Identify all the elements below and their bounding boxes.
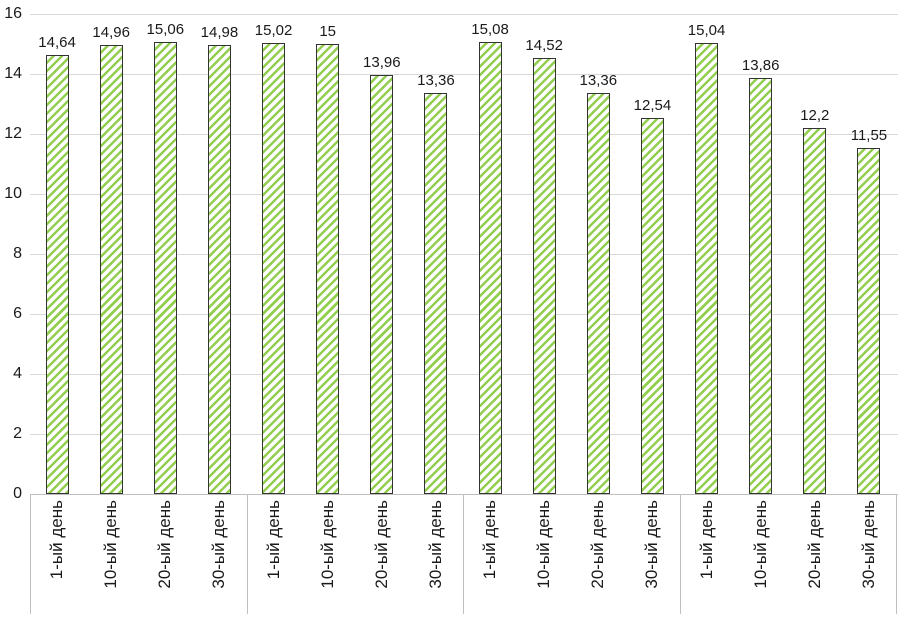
bar-value-label: 14,96 <box>92 24 130 42</box>
y-tick-label: 4 <box>13 365 22 382</box>
y-tick-label: 16 <box>4 5 22 22</box>
bar <box>857 147 881 494</box>
bar <box>749 78 773 494</box>
x-tick-label: 10-ый день <box>734 500 788 614</box>
x-tick-label-text: 30-ый день <box>642 500 662 589</box>
x-tick-label-text: 1-ый день <box>696 500 716 580</box>
bar-value-label: 14,98 <box>200 23 239 41</box>
gridline <box>30 134 898 135</box>
gridline <box>30 74 898 75</box>
gridline <box>30 374 898 375</box>
x-tick-label: 1-ый день <box>680 500 734 614</box>
x-tick-label-text: 1-ый день <box>480 500 500 580</box>
bar <box>370 75 394 494</box>
x-tick-label-text: 30-ый день <box>209 500 229 589</box>
x-tick-label: 1-ый день <box>30 500 84 614</box>
gridline <box>30 14 898 15</box>
x-tick-label: 20-ый день <box>571 500 625 614</box>
bar <box>803 128 827 494</box>
group-separator-tick <box>896 494 897 614</box>
bar <box>45 54 69 494</box>
bar-value-label: 13,96 <box>363 54 401 72</box>
x-tick-label-text: 20-ый день <box>371 500 391 589</box>
group-separator-tick <box>30 494 31 614</box>
y-tick-label: 14 <box>4 65 22 82</box>
bar <box>695 42 719 494</box>
y-tick-label: 2 <box>13 425 22 442</box>
x-tick-label: 10-ый день <box>301 500 355 614</box>
x-axis-line <box>30 494 898 495</box>
x-tick-label: 30-ый день <box>192 500 246 614</box>
x-tick-label: 20-ый день <box>138 500 192 614</box>
bar <box>153 42 177 494</box>
x-tick-label-text: 20-ый день <box>588 500 608 589</box>
gridline <box>30 434 898 435</box>
bar <box>99 45 123 494</box>
x-tick-label-text: 1-ый день <box>47 500 67 580</box>
y-tick-label: 10 <box>4 185 22 202</box>
bar <box>640 117 664 494</box>
x-tick-label-text: 10-ый день <box>101 500 121 589</box>
bar-value-label: 15,04 <box>687 21 726 39</box>
x-tick-label-text: 20-ый день <box>155 500 175 589</box>
group-separator-tick <box>679 494 681 614</box>
x-tick-label: 20-ый день <box>788 500 842 614</box>
bar <box>424 93 448 494</box>
bar-value-label: 13,36 <box>417 72 455 90</box>
group-separator-tick <box>463 494 464 614</box>
x-tick-label: 30-ый день <box>842 500 896 614</box>
y-tick-label: 8 <box>13 245 22 262</box>
x-tick-label-text: 10-ый день <box>750 500 770 589</box>
y-tick-label: 12 <box>4 125 22 142</box>
x-tick-label-text: 10-ый день <box>317 500 337 589</box>
bar-value-label: 13,36 <box>579 72 618 90</box>
x-tick-label-text: 30-ый день <box>425 500 445 589</box>
y-tick-label: 6 <box>13 305 22 322</box>
bar-value-label: 12,54 <box>633 96 672 114</box>
bar <box>262 43 286 494</box>
bar <box>207 44 231 494</box>
x-tick-label: 10-ый день <box>84 500 138 614</box>
bar <box>532 58 556 494</box>
x-tick-label: 10-ый день <box>517 500 571 614</box>
bar-value-label: 15 <box>319 23 337 40</box>
bar <box>478 41 502 494</box>
bar-value-label: 14,52 <box>525 37 563 55</box>
bar-value-label: 12,2 <box>800 107 830 124</box>
bar-value-label: 15,06 <box>146 21 185 39</box>
x-tick-label-text: 20-ый день <box>804 500 824 589</box>
x-tick-label: 1-ый день <box>247 500 301 614</box>
bar-value-label: 11,55 <box>850 126 888 144</box>
group-separator-tick <box>246 494 248 614</box>
bar-value-label: 15,08 <box>471 20 509 38</box>
gridline <box>30 314 898 315</box>
gridline <box>30 194 898 195</box>
x-tick-label: 30-ый день <box>409 500 463 614</box>
x-tick-label-text: 10-ый день <box>534 500 554 589</box>
x-tick-label-text: 1-ый день <box>263 500 283 580</box>
x-tick-label: 1-ый день <box>463 500 517 614</box>
gridline <box>30 254 898 255</box>
bar <box>586 93 610 494</box>
bar <box>316 44 340 494</box>
bar-value-label: 15,02 <box>254 22 293 40</box>
x-tick-label: 30-ый день <box>625 500 679 614</box>
x-tick-label: 20-ый день <box>355 500 409 614</box>
bar-value-label: 13,86 <box>741 57 780 75</box>
y-tick-label: 0 <box>13 485 22 502</box>
x-tick-label-text: 30-ый день <box>858 500 878 589</box>
bar-value-label: 14,64 <box>38 33 76 51</box>
